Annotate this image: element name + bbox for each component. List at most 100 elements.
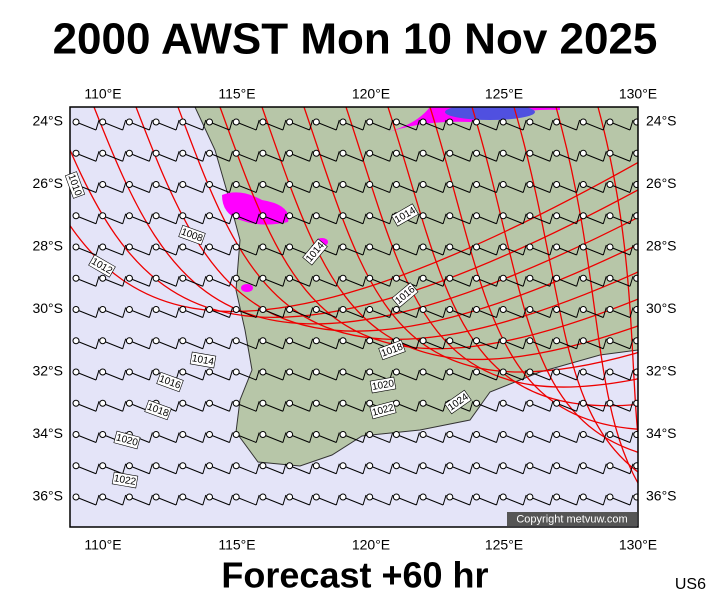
station — [606, 274, 614, 282]
station — [579, 399, 587, 407]
wind-barb — [289, 184, 310, 193]
wind-barb — [609, 402, 631, 412]
station — [473, 368, 480, 376]
wind-barb — [415, 213, 420, 224]
station — [499, 118, 507, 126]
station — [579, 118, 587, 126]
wind-barb — [362, 307, 367, 318]
station — [606, 149, 614, 157]
wind-barb — [636, 215, 638, 217]
wind-barb — [342, 496, 364, 506]
isobar-label-box — [189, 351, 217, 369]
wind-barb — [236, 402, 257, 412]
wind-barb — [335, 494, 340, 506]
wind-barb — [102, 184, 123, 193]
wind-barb — [255, 307, 260, 318]
station — [606, 181, 614, 188]
wind-barb — [342, 340, 364, 350]
wind-barb — [129, 371, 150, 381]
wind-barb — [442, 244, 447, 256]
wind-barb — [342, 215, 364, 225]
wind-barb — [469, 338, 474, 349]
wind-barb — [503, 184, 524, 193]
station — [99, 181, 107, 188]
isobar-label-box — [302, 238, 328, 266]
station — [286, 274, 294, 282]
wind-barb — [362, 119, 367, 131]
station — [526, 243, 534, 251]
wind-barb — [229, 151, 233, 162]
wind-barb — [556, 277, 577, 287]
wind-barb — [503, 152, 524, 162]
wind-barb — [415, 494, 420, 506]
wind-barb — [209, 434, 230, 443]
station — [232, 149, 240, 157]
wind-barb — [529, 121, 551, 131]
station — [419, 181, 427, 188]
wind-barb — [422, 434, 444, 443]
station — [179, 399, 187, 407]
wind-barb — [522, 463, 527, 474]
station — [232, 399, 240, 407]
isobar — [70, 161, 638, 313]
wind-barb — [529, 215, 551, 225]
wind-barb — [657, 401, 660, 411]
station — [473, 493, 480, 501]
wind-barb — [362, 369, 367, 381]
wind-barb — [469, 463, 474, 474]
wind-barb — [503, 121, 524, 131]
precipitation — [380, 107, 560, 135]
wind-barb — [396, 371, 417, 381]
wind-barb — [75, 340, 97, 350]
wind-barb — [309, 432, 314, 443]
wind-barb — [335, 151, 340, 162]
wind-barb — [335, 338, 340, 349]
station — [526, 274, 534, 282]
wind-barb — [529, 309, 551, 318]
wind-barb — [442, 119, 447, 131]
wind-barb — [602, 276, 607, 287]
isobar — [513, 107, 638, 473]
station — [72, 337, 80, 345]
wind-barb — [415, 369, 420, 381]
wind-barb — [362, 463, 367, 474]
wind-barb — [229, 369, 233, 381]
station — [366, 181, 374, 188]
wind-barb — [202, 182, 207, 193]
wind-barb — [576, 401, 581, 412]
station — [312, 118, 320, 126]
station — [125, 493, 133, 501]
station — [152, 306, 160, 313]
wind-barb — [556, 340, 577, 350]
wind-barb — [636, 152, 638, 155]
wind-barb — [202, 369, 207, 381]
wind-barb — [389, 151, 394, 162]
wind-barb — [155, 434, 177, 443]
station — [606, 462, 614, 470]
wind-barb — [657, 214, 660, 224]
wind-barb — [229, 244, 233, 256]
wind-barb — [148, 213, 153, 224]
wind-barb — [282, 369, 287, 381]
station — [419, 399, 427, 407]
wind-barb — [316, 184, 337, 193]
station — [232, 431, 240, 438]
wind-barb — [422, 246, 444, 256]
wind-barb — [576, 119, 581, 131]
station — [633, 462, 638, 470]
isobar-label-box — [64, 171, 86, 199]
station — [312, 368, 320, 376]
lat-label: 36°S — [32, 488, 63, 504]
wind-barb — [583, 277, 604, 287]
wind-barb — [576, 307, 581, 318]
wind-barb — [262, 184, 284, 193]
wind-barb — [255, 401, 260, 412]
wind-barb — [75, 309, 97, 318]
station — [526, 118, 534, 126]
wind-barb — [309, 338, 314, 349]
station — [286, 368, 294, 376]
station — [446, 243, 454, 251]
station — [206, 181, 213, 188]
wind-barb — [422, 496, 444, 506]
station — [206, 243, 213, 251]
